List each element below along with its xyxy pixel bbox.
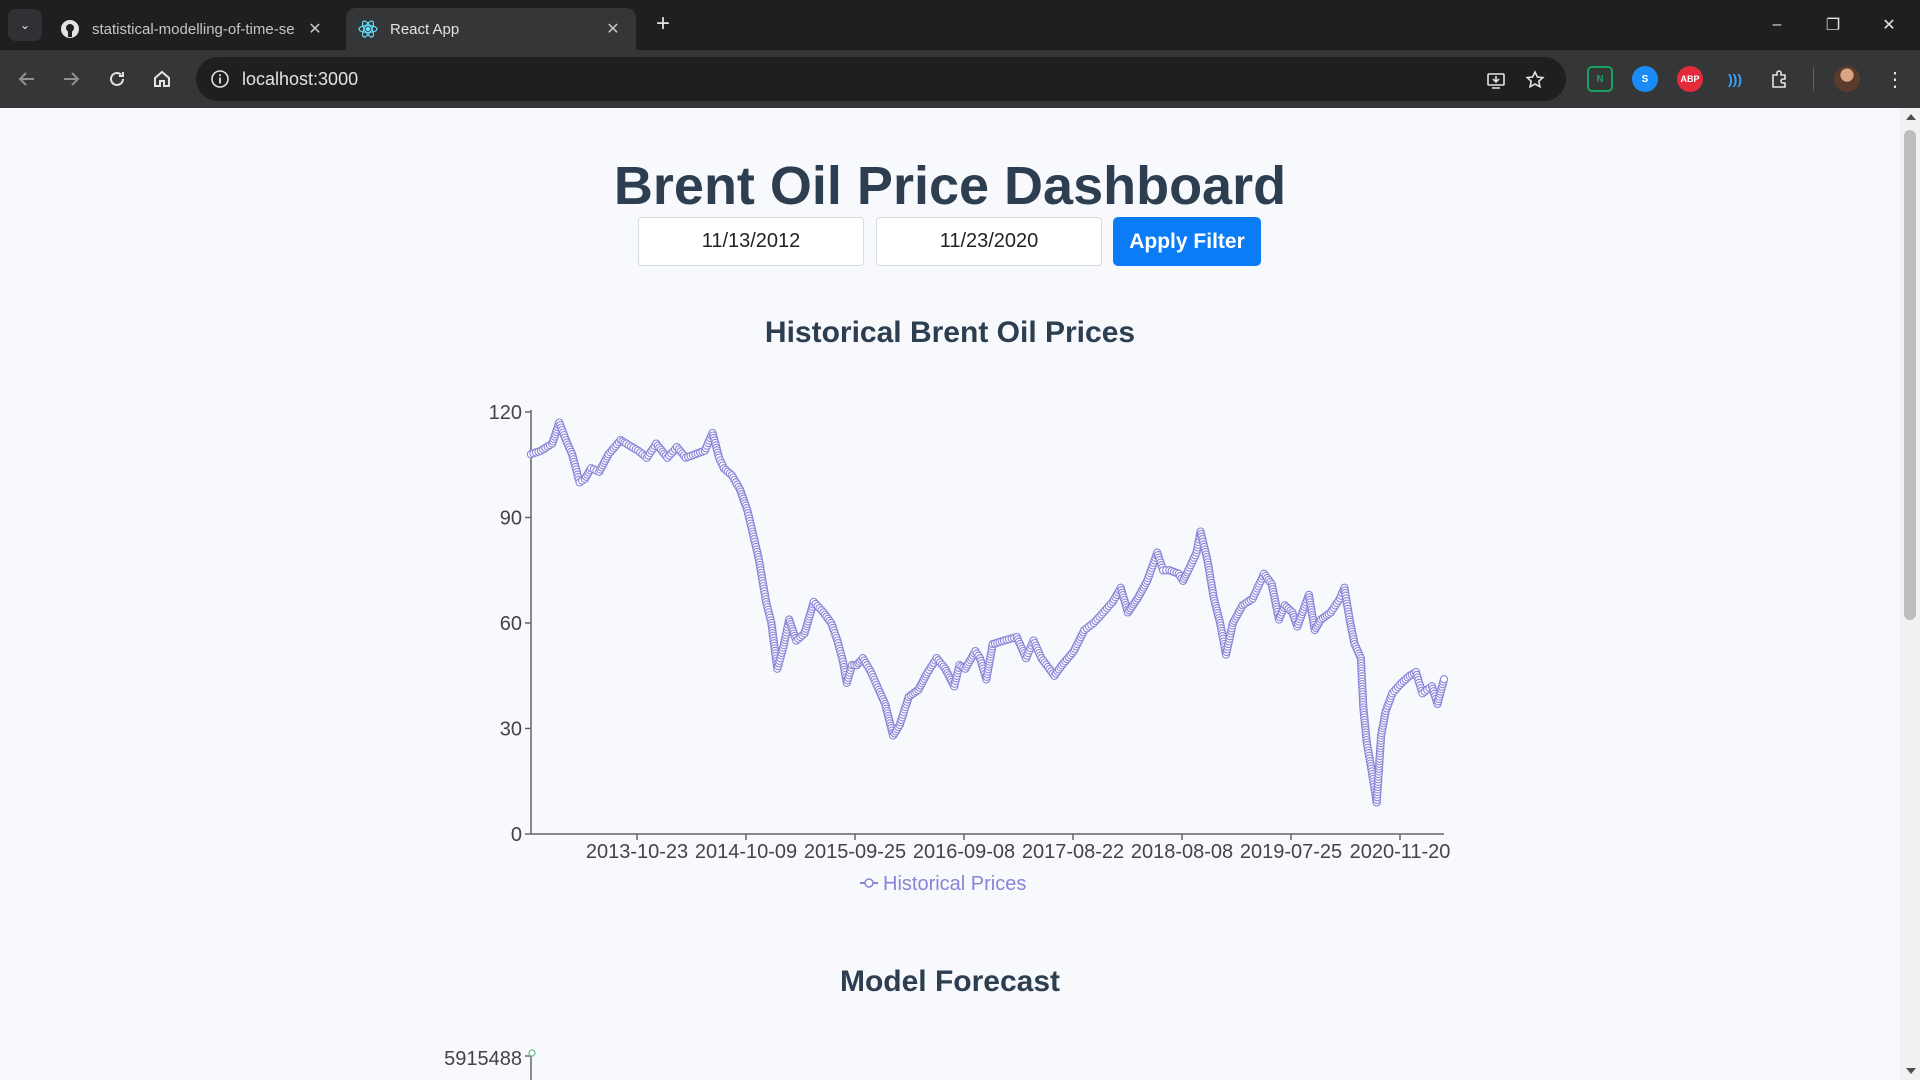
historical-price-points: [526, 418, 1449, 807]
react-icon: [358, 19, 378, 39]
github-icon: [60, 19, 80, 39]
x-tick-label: 2019-07-25: [1240, 841, 1342, 863]
x-tick-label: 2013-10-23: [586, 841, 688, 863]
notion-web-clipper-icon[interactable]: N: [1587, 66, 1613, 92]
forecast-chart-title: Model Forecast: [839, 965, 1061, 998]
x-tick-label: 2020-11-20: [1350, 841, 1451, 863]
x-tick-label: 2014-10-09: [695, 841, 797, 863]
profile-avatar[interactable]: [1834, 66, 1860, 92]
extension-label: S: [1641, 73, 1649, 85]
install-app-icon[interactable]: [1484, 68, 1508, 92]
restore-icon[interactable]: ❐: [1825, 17, 1841, 34]
toolbar-divider: [1813, 67, 1814, 91]
tab-title: statistical-modelling-of-time-se: [92, 20, 295, 38]
legend-dot-icon: [864, 878, 874, 888]
shazam-icon[interactable]: S: [1632, 66, 1658, 92]
historical-chart-title: Historical Brent Oil Prices: [764, 316, 1136, 349]
x-tick-label: 2015-09-25: [804, 841, 906, 863]
extension-label: N: [1596, 73, 1604, 85]
x-tick-label: 2016-09-08: [913, 841, 1015, 863]
x-tick-label: 2018-08-08: [1131, 841, 1233, 863]
tab-title: React App: [390, 20, 460, 38]
forward-arrow-icon[interactable]: [56, 64, 86, 94]
scroll-down-arrow-icon[interactable]: [1906, 1068, 1916, 1074]
price-point: [1439, 675, 1449, 684]
close-tab-icon[interactable]: ✕: [606, 21, 620, 38]
y-tick-label: 30: [500, 719, 522, 741]
bookmark-star-icon[interactable]: [1523, 68, 1547, 92]
end-date-input[interactable]: [876, 217, 1102, 266]
close-tab-icon[interactable]: ✕: [308, 21, 322, 38]
home-icon[interactable]: [147, 64, 177, 94]
scroll-up-arrow-icon[interactable]: [1906, 114, 1916, 120]
start-date-input[interactable]: [638, 217, 864, 266]
reload-icon[interactable]: [102, 64, 132, 94]
forecast-y-tick-label: 5915488: [444, 1048, 522, 1070]
chevron-down-icon: ⌄: [19, 18, 31, 32]
page-title: Brent Oil Price Dashboard: [613, 156, 1287, 216]
site-info-icon[interactable]: [208, 67, 232, 91]
close-window-icon[interactable]: ✕: [1882, 17, 1896, 34]
extensions-puzzle-icon[interactable]: [1767, 66, 1793, 92]
y-tick-label: 90: [500, 508, 522, 530]
more-menu-icon[interactable]: ⋮: [1885, 68, 1905, 91]
x-axis-ticks: 2013-10-23 2014-10-09 2015-09-25 2016-09-08…: [586, 834, 1451, 863]
y-tick-label: 0: [511, 824, 522, 846]
tab-search-button[interactable]: ⌄: [8, 9, 42, 41]
browser-toolbar: localhost:3000 N S ABP ))): [0, 50, 1920, 108]
browser-tab-github[interactable]: statistical-modelling-of-time-se ✕: [48, 8, 338, 50]
adblock-plus-icon[interactable]: ABP: [1677, 66, 1703, 92]
historical-price-line: [530, 420, 1445, 803]
browser-tab-strip: ⌄ statistical-modelling-of-time-se ✕ Rea…: [0, 0, 1920, 50]
browser-tab-react-app[interactable]: React App ✕: [346, 8, 636, 50]
read-aloud-icon[interactable]: ))): [1722, 66, 1748, 92]
y-axis-ticks: 0 30 60 90 120: [489, 402, 531, 846]
url-text: localhost:3000: [242, 69, 359, 89]
forecast-point: [528, 1049, 536, 1057]
extension-label: ABP: [1680, 74, 1700, 84]
y-tick-label: 120: [489, 402, 522, 424]
extension-label: ))): [1728, 71, 1742, 87]
x-tick-label: 2017-08-22: [1022, 841, 1124, 863]
address-bar[interactable]: localhost:3000: [196, 57, 1566, 101]
historical-price-chart: 0 30 60 90 120 2013-10-23 2014-10-09 2015-09-2…: [444, 402, 1451, 1080]
new-tab-button[interactable]: +: [655, 10, 670, 37]
scrollbar-thumb[interactable]: [1904, 130, 1916, 620]
minimize-icon[interactable]: –: [1772, 16, 1782, 33]
legend-label: Historical Prices: [883, 873, 1026, 895]
page-scrollbar[interactable]: [1900, 108, 1920, 1080]
page-viewport: Brent Oil Price Dashboard Apply Filter H…: [0, 108, 1900, 1080]
y-tick-label: 60: [500, 613, 522, 635]
apply-filter-button[interactable]: Apply Filter: [1113, 217, 1261, 266]
chart-legend[interactable]: Historical Prices: [860, 873, 1026, 895]
back-arrow-icon[interactable]: [12, 64, 42, 94]
